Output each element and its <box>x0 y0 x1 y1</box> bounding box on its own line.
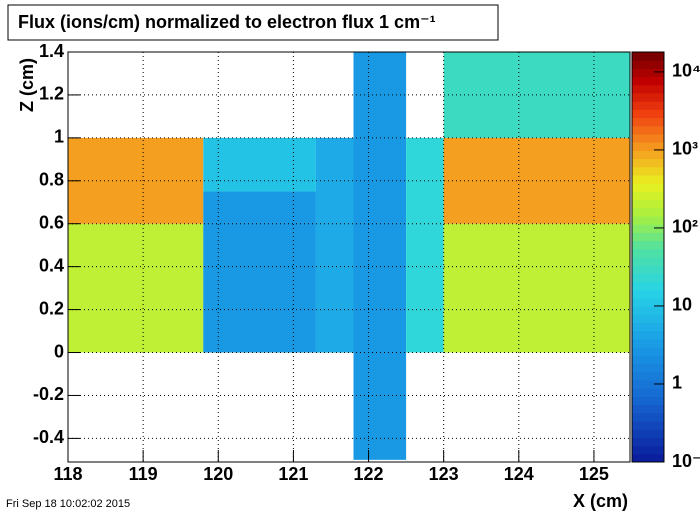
colorbar-swatch <box>632 396 664 406</box>
colorbar-swatch <box>632 101 664 110</box>
colorbar-swatch <box>632 306 664 315</box>
colorbar-swatch <box>632 183 664 192</box>
colorbar-swatch <box>632 166 664 176</box>
colorbar-swatch <box>632 265 664 274</box>
z-tick-label: 1 <box>672 373 682 393</box>
colorbar-swatch <box>632 150 664 160</box>
colorbar-swatch <box>632 117 664 127</box>
colorbar-swatch <box>632 429 664 438</box>
heatmap-cell <box>443 223 630 353</box>
colorbar-swatch <box>632 175 664 184</box>
colorbar-swatch <box>632 363 664 373</box>
colorbar-swatch <box>632 322 664 332</box>
x-tick-label: 121 <box>278 464 308 484</box>
y-axis-label: Z (cm) <box>17 58 37 112</box>
x-tick-label: 118 <box>53 464 82 484</box>
colorbar-swatch <box>632 109 664 119</box>
heatmap-cell <box>203 137 316 192</box>
title-box <box>7 4 499 41</box>
colorbar-swatch <box>632 289 664 299</box>
x-tick-label: 120 <box>203 464 233 484</box>
colorbar-swatch <box>632 412 664 422</box>
colorbar-swatch <box>632 453 664 463</box>
x-tick-label: 125 <box>579 464 609 484</box>
y-tick-label: 0.6 <box>39 212 64 232</box>
colorbar-swatch <box>632 281 664 291</box>
colorbar-swatch <box>632 330 664 340</box>
colorbar-swatch <box>632 158 664 168</box>
colorbar-swatch <box>632 84 664 94</box>
z-tick-label: 10² <box>672 217 698 237</box>
colorbar-swatch <box>632 52 664 61</box>
colorbar-swatch <box>632 191 664 201</box>
colorbar-swatch <box>632 257 664 266</box>
y-tick-label: 0.8 <box>39 170 64 190</box>
colorbar-frame <box>631 51 665 463</box>
colorbar-swatch <box>632 199 664 209</box>
y-tick-label: -0.4 <box>33 427 64 447</box>
z-tick-label: 10 <box>672 295 692 315</box>
colorbar-swatch <box>632 216 664 225</box>
colorbar-swatch <box>632 339 664 348</box>
y-tick-label: 0.4 <box>39 255 64 275</box>
colorbar-swatch <box>632 404 664 414</box>
colorbar-swatch <box>632 93 664 102</box>
colorbar-swatch <box>632 207 664 217</box>
colorbar-swatch <box>632 445 664 455</box>
colorbar-swatch <box>632 437 664 447</box>
timestamp: Fri Sep 18 10:02:02 2015 <box>6 498 130 510</box>
colorbar-swatch <box>632 142 664 151</box>
heatmap-cell <box>315 137 354 353</box>
colorbar-swatch <box>632 421 664 430</box>
colorbar-swatch <box>632 347 664 356</box>
colorbar-swatch <box>632 76 664 86</box>
x-tick-label: 122 <box>354 464 384 484</box>
y-tick-label: 0 <box>54 341 64 361</box>
x-tick-label: 119 <box>129 464 158 484</box>
colorbar-swatch <box>632 248 664 258</box>
colorbar-swatch <box>632 68 664 78</box>
colorbar-swatch <box>632 314 664 324</box>
colorbar-swatch <box>632 224 664 233</box>
y-tick-label: -0.2 <box>33 384 64 404</box>
colorbar-swatch <box>632 273 664 283</box>
heatmap-cell <box>68 223 204 353</box>
x-tick-label: 124 <box>504 464 534 484</box>
colorbar-swatch <box>632 371 664 381</box>
y-tick-label: 1.4 <box>39 41 64 61</box>
colorbar-swatch <box>632 240 664 250</box>
y-tick-label: 0.2 <box>39 298 64 318</box>
heatmap-cell <box>406 137 444 353</box>
z-tick-label: 10⁻¹ <box>672 451 700 471</box>
colorbar-swatch <box>632 388 664 397</box>
chart-title: Flux (ions/cm) normalized to electron fl… <box>18 12 436 32</box>
y-tick-label: 1.2 <box>39 84 64 104</box>
y-tick-label: 1 <box>54 127 64 147</box>
colorbar-swatch <box>632 60 664 69</box>
colorbar-swatch <box>632 232 664 242</box>
plot-frame <box>67 51 631 463</box>
colorbar-swatch <box>632 380 664 389</box>
colorbar-swatch <box>632 355 664 365</box>
z-tick-label: 10³ <box>672 139 698 159</box>
x-tick-label: 123 <box>429 464 459 484</box>
colorbar-swatch <box>632 125 664 135</box>
x-axis-label: X (cm) <box>573 491 628 511</box>
z-tick-label: 10⁴ <box>672 61 700 81</box>
heatmap-cell <box>353 52 407 460</box>
colorbar-swatch <box>632 298 664 307</box>
colorbar-swatch <box>632 134 664 143</box>
heatmap-cell <box>203 191 316 353</box>
